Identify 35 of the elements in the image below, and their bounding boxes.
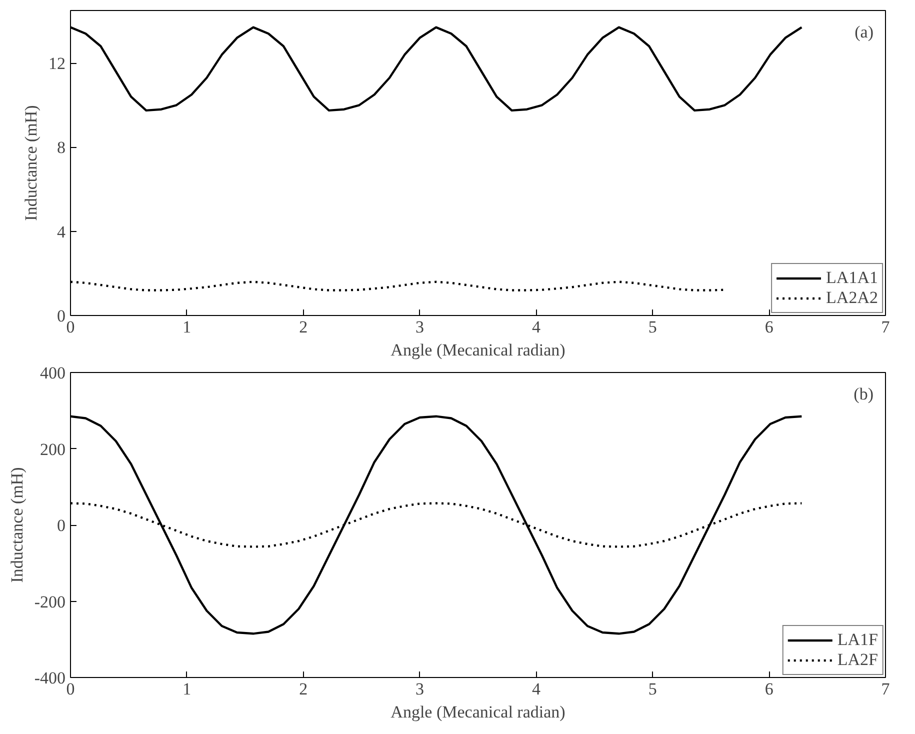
y-tick-label: -400 — [34, 668, 66, 688]
legend-label: LA1F — [837, 630, 878, 650]
x-tick-label: 1 — [182, 680, 192, 698]
x-tick-label: 2 — [299, 318, 308, 336]
x-tick-label: 1 — [182, 318, 192, 336]
y-axis-title: Inductance (mH) — [7, 467, 26, 583]
x-tick-label: 6 — [764, 680, 774, 698]
annotation: (a) — [854, 22, 874, 42]
x-tick-label: 5 — [648, 680, 657, 698]
y-tick-label: -200 — [34, 592, 66, 612]
x-axis-title: Angle (Mecanical radian) — [390, 702, 566, 722]
y-tick-label: 8 — [57, 138, 66, 158]
y-tick-label: 400 — [40, 364, 66, 382]
legend-label: LA2A2 — [826, 288, 878, 308]
y-tick-label: 200 — [40, 440, 66, 459]
y-axis-title: Inductance (mH) — [22, 105, 40, 221]
y-tick-label: 0 — [57, 516, 66, 535]
legend-label: LA1A1 — [826, 268, 878, 288]
x-tick-label: 3 — [416, 680, 424, 698]
x-tick-label: 4 — [532, 318, 541, 336]
x-tick-label: 2 — [299, 680, 308, 698]
annotation: (b) — [854, 384, 874, 404]
line-series — [70, 26, 803, 112]
x-tick-label: 3 — [416, 318, 424, 336]
x-axis-title: Angle (Mecanical radian) — [390, 340, 566, 360]
x-tick-label: 5 — [648, 318, 657, 336]
x-tick-label: 6 — [764, 318, 774, 336]
x-tick-label: 7 — [881, 318, 890, 336]
x-tick-label: 4 — [532, 680, 541, 698]
line-series — [70, 280, 726, 292]
y-tick-label: 4 — [57, 222, 66, 242]
x-tick-label: 7 — [881, 680, 890, 698]
line-series — [70, 415, 803, 635]
legend-label: LA2F — [837, 650, 878, 670]
y-tick-label: 12 — [48, 54, 66, 74]
